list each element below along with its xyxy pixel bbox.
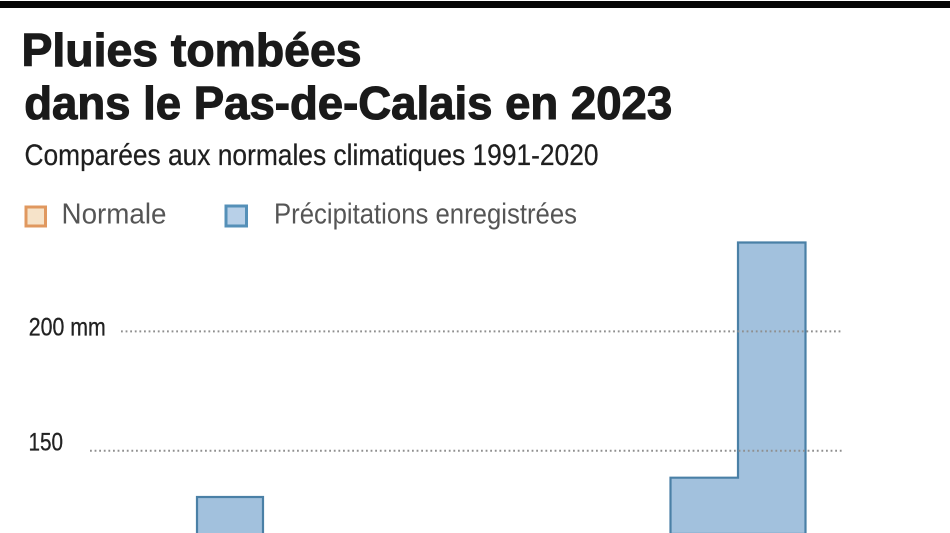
- svg-text:Pluies tombées: Pluies tombées: [22, 24, 362, 76]
- svg-text:Précipitations enregistrées: Précipitations enregistrées: [274, 198, 577, 230]
- svg-text:Comparées aux normales climati: Comparées aux normales climatiques 1991-…: [25, 139, 599, 172]
- svg-text:150: 150: [29, 429, 64, 457]
- svg-text:200 mm: 200 mm: [29, 313, 106, 341]
- svg-text:Normale: Normale: [62, 198, 167, 230]
- svg-text:dans le Pas-de-Calais en 2023: dans le Pas-de-Calais en 2023: [24, 77, 672, 129]
